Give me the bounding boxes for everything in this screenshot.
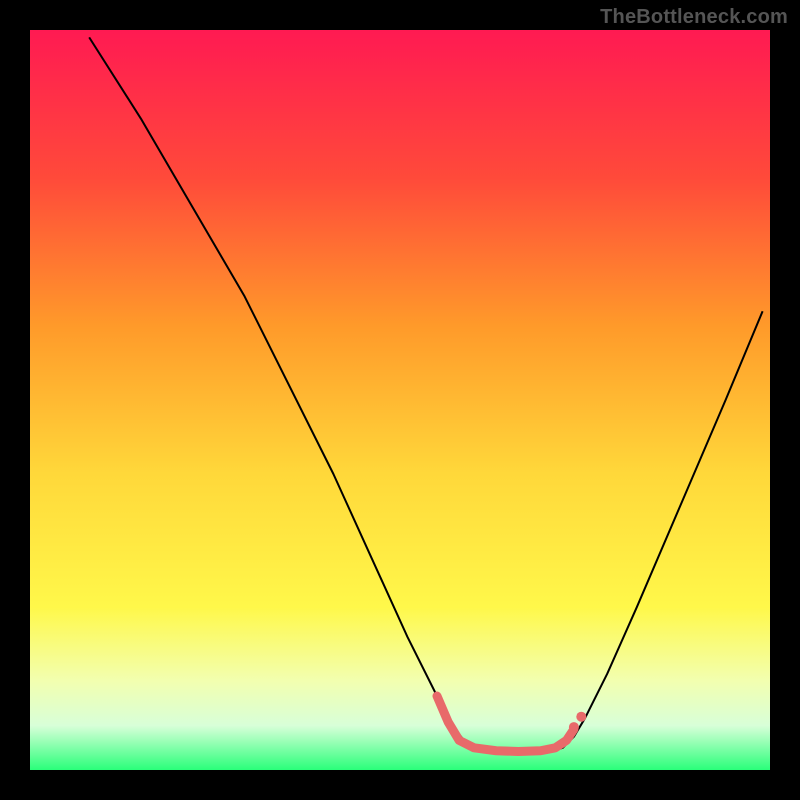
watermark-text: TheBottleneck.com bbox=[600, 6, 788, 29]
chart-container: TheBottleneck.com bbox=[0, 0, 800, 800]
marker-dot bbox=[576, 712, 586, 722]
bottleneck-chart bbox=[0, 0, 800, 800]
marker-dot bbox=[569, 722, 579, 732]
plot-background bbox=[30, 30, 770, 770]
